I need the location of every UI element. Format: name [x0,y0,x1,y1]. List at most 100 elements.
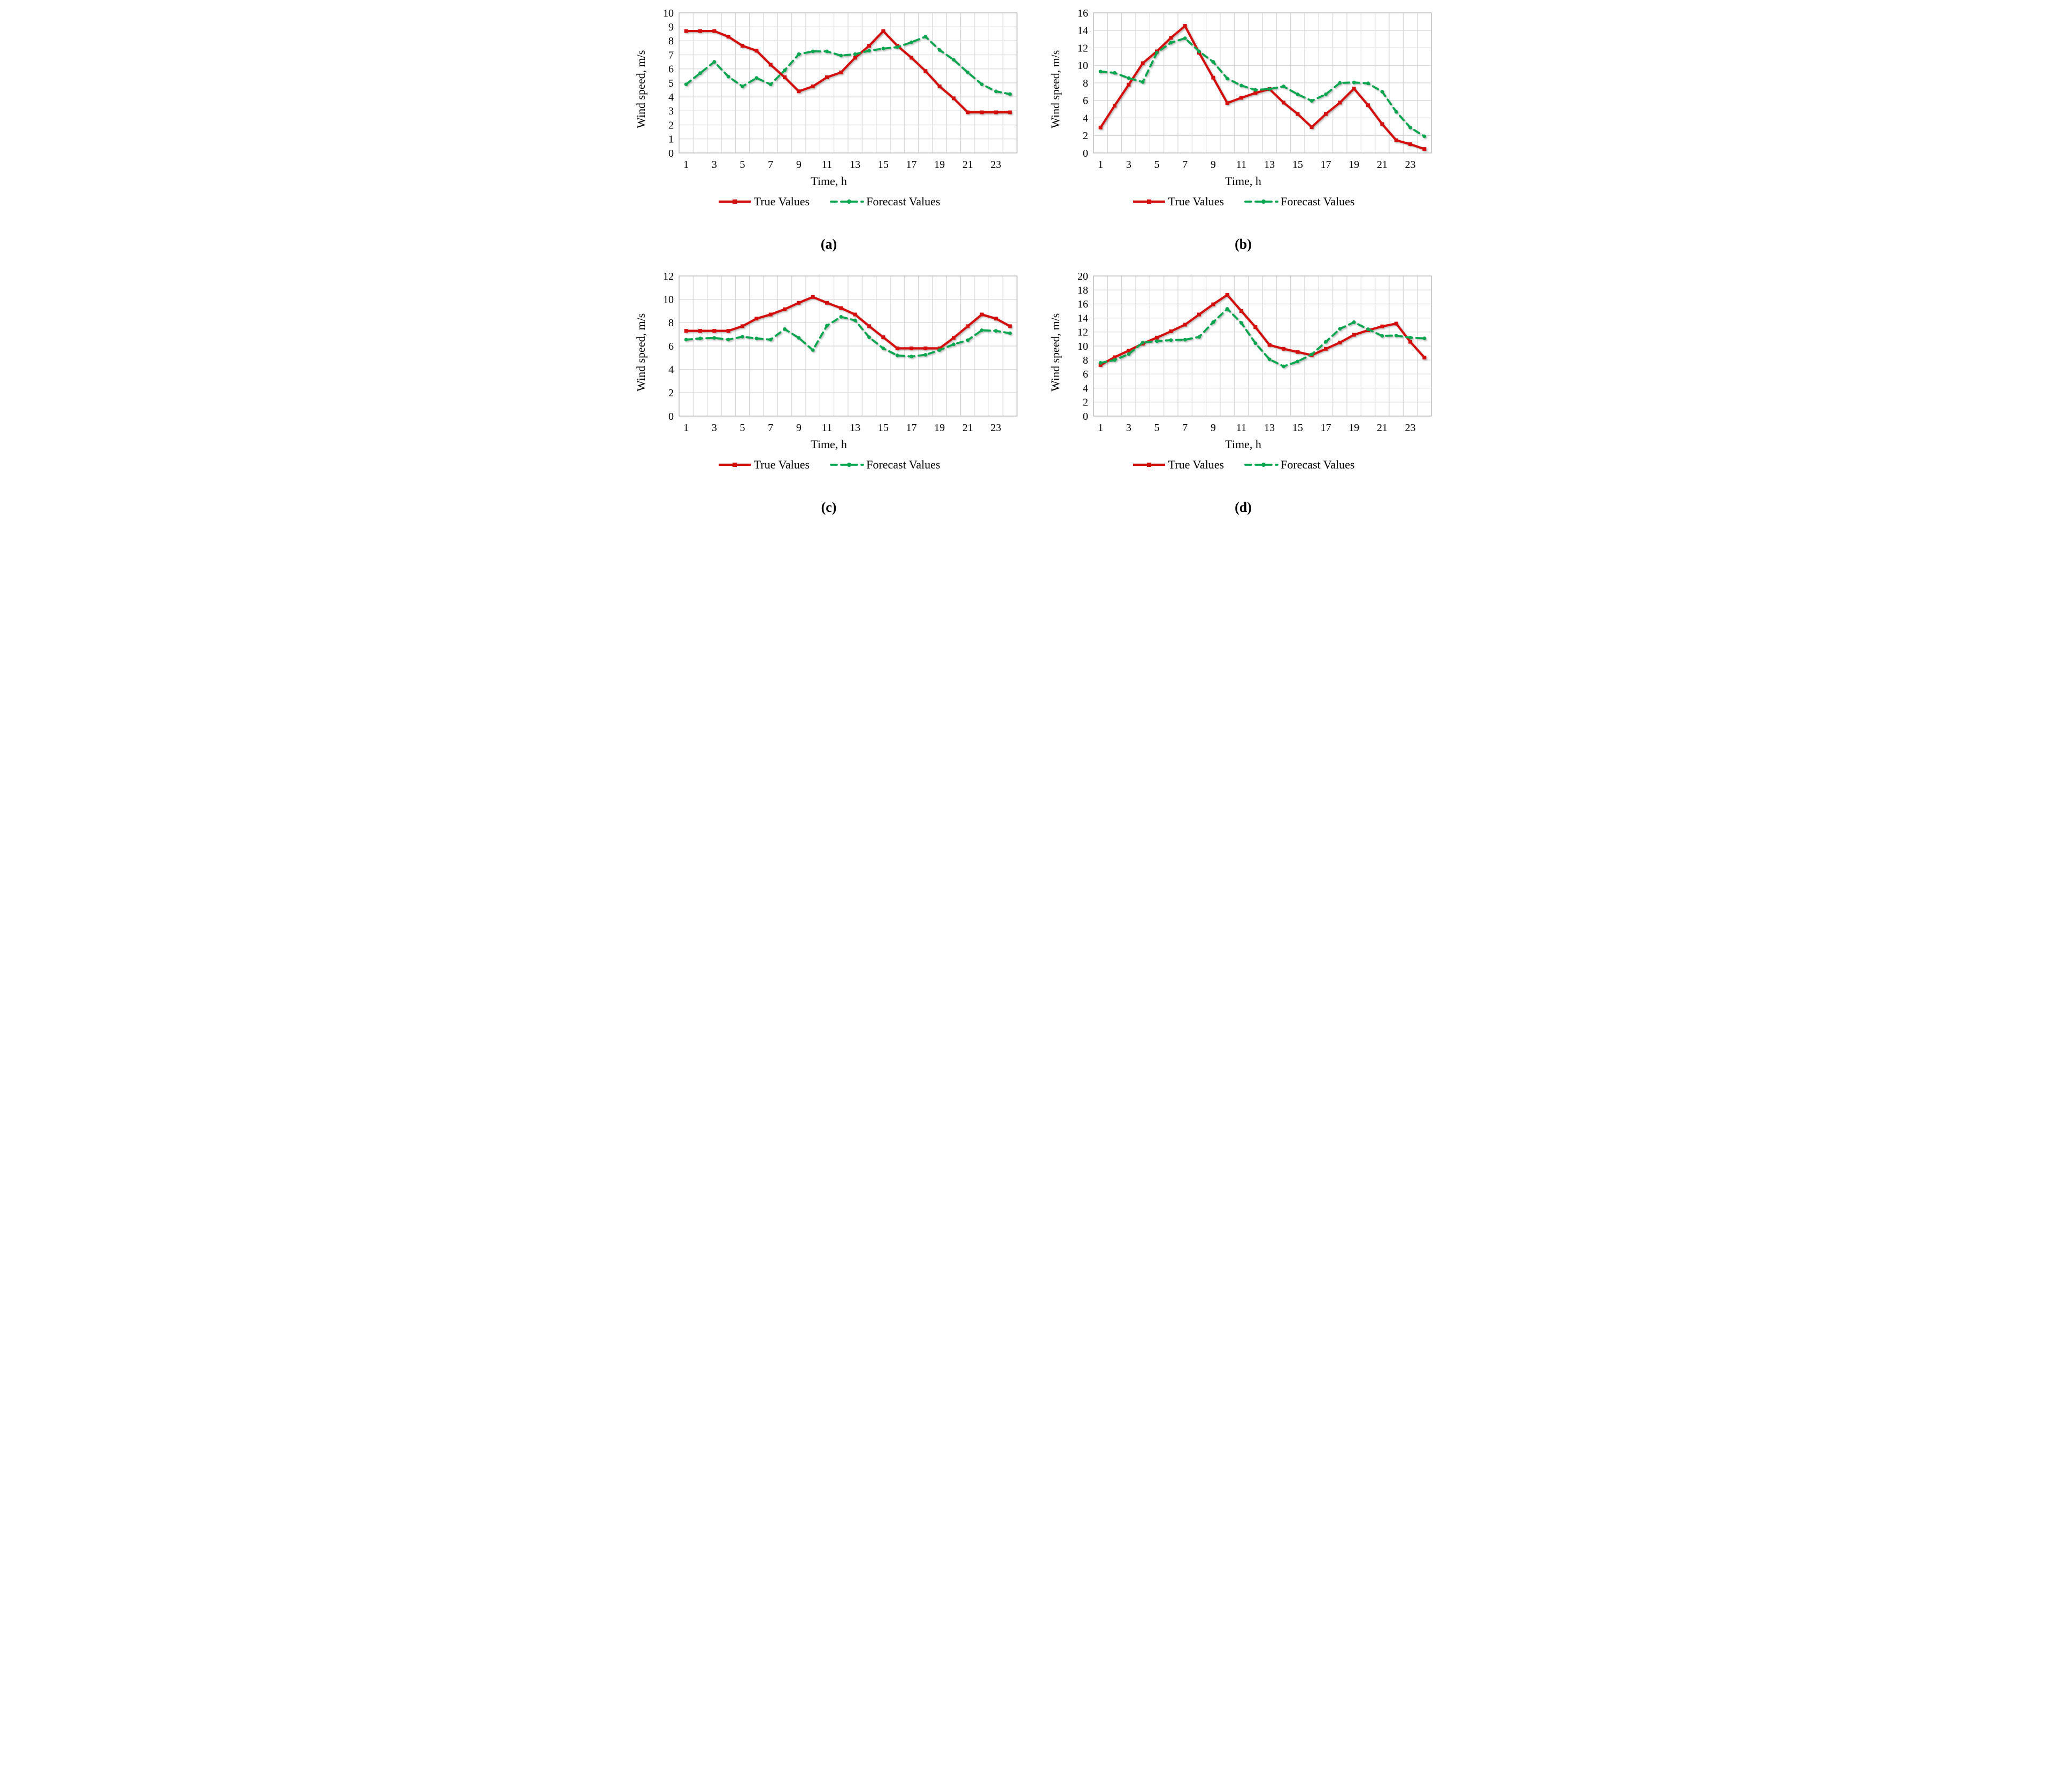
forecast-series-swatch-icon [830,463,865,467]
legend-label-true: True Values [1168,458,1224,471]
svg-text:4: 4 [1083,382,1088,394]
svg-text:21: 21 [1377,159,1388,171]
svg-text:23: 23 [991,422,1002,434]
svg-text:3: 3 [712,159,717,171]
legend-a: True Values Forecast Values [718,195,941,209]
svg-text:0: 0 [1083,411,1088,423]
legend-item-true: True Values [718,458,810,472]
svg-text:3: 3 [1126,159,1131,171]
y-axis-title-d: Wind speed, m/s [1049,313,1062,392]
svg-text:7: 7 [1182,159,1188,171]
svg-text:3: 3 [668,105,674,117]
svg-text:17: 17 [906,159,917,171]
legend-c: True Values Forecast Values [718,458,940,472]
svg-text:18: 18 [1077,285,1088,296]
svg-text:19: 19 [1349,422,1359,434]
svg-text:9: 9 [796,422,802,434]
svg-text:5: 5 [740,159,745,171]
chart-block-c: Wind speed, m/s 0 2 4 6 8 10 12 1 3 5 7 9 11 13 15 17 19… [622,266,1036,516]
svg-text:0: 0 [1083,148,1088,159]
chart-block-b: Wind speed, m/s 0 2 4 6 8 10 12 14 16 1 3 5 7 9 11 13 15… [1036,3,1451,252]
wind-speed-figure: Wind speed, m/s 0 1 2 3 4 5 6 7 8 9 10 1 3 5 7 9 11 13 15 1… [622,0,1451,526]
svg-text:2: 2 [668,119,674,131]
svg-text:7: 7 [768,159,773,171]
svg-text:23: 23 [991,159,1002,171]
svg-text:6: 6 [668,341,674,352]
svg-text:7: 7 [1182,422,1188,434]
svg-text:13: 13 [850,422,860,434]
svg-text:9: 9 [1211,422,1216,434]
svg-text:2: 2 [1083,130,1088,142]
svg-text:21: 21 [962,422,973,434]
svg-text:12: 12 [1077,327,1088,339]
svg-text:21: 21 [1377,422,1388,434]
svg-text:1: 1 [683,422,689,434]
svg-text:14: 14 [1077,312,1088,324]
svg-text:5: 5 [1154,159,1160,171]
svg-text:12: 12 [1077,42,1088,54]
svg-text:1: 1 [1098,422,1103,434]
true-series-swatch-icon [718,463,751,467]
svg-text:6: 6 [668,64,674,75]
legend-label-true: True Values [753,195,810,208]
svg-text:15: 15 [878,159,889,171]
svg-text:11: 11 [1236,159,1246,171]
legend-label-forecast: Forecast Values [1281,458,1355,471]
svg-text:2: 2 [1083,397,1088,409]
svg-text:11: 11 [822,422,832,434]
legend-item-forecast: Forecast Values [1244,195,1354,209]
svg-text:12: 12 [663,271,674,282]
svg-text:1: 1 [683,159,689,171]
svg-text:19: 19 [934,159,945,171]
true-series-swatch-icon [1133,463,1165,467]
chart-block-d: Wind speed, m/s 0 2 4 6 8 10 12 14 16 18 20 1 3 5 7 9 11… [1036,266,1451,516]
svg-text:15: 15 [1292,422,1303,434]
legend-item-true: True Values [718,195,810,209]
svg-text:15: 15 [878,422,889,434]
forecast-series-swatch-icon [1244,199,1279,204]
plot-row-a: Wind speed, m/s 0 1 2 3 4 5 6 7 8 9 10 1 3 5 7 9 11 13 15 1… [634,5,1022,173]
y-axis-title-a: Wind speed, m/s [634,50,648,129]
caption-c: (c) [821,500,837,515]
svg-text:8: 8 [1083,78,1088,89]
svg-text:16: 16 [1077,298,1088,310]
svg-text:10: 10 [663,294,674,305]
true-series-swatch-icon [1133,199,1165,204]
x-axis-title-d: Time, h [1225,437,1261,451]
svg-text:1: 1 [1098,159,1103,171]
legend-item-forecast: Forecast Values [830,458,940,472]
svg-text:19: 19 [1349,159,1359,171]
svg-text:6: 6 [1083,368,1088,380]
plot-row-d: Wind speed, m/s 0 2 4 6 8 10 12 14 16 18 20 1 3 5 7 9 11… [1049,268,1437,436]
svg-text:23: 23 [1405,159,1416,171]
svg-text:20: 20 [1077,271,1088,282]
svg-text:1: 1 [668,134,674,145]
svg-text:4: 4 [1083,112,1088,124]
svg-text:9: 9 [668,21,674,33]
svg-text:5: 5 [668,78,674,89]
x-axis-title-a: Time, h [811,174,847,188]
svg-text:8: 8 [1083,355,1088,366]
svg-text:9: 9 [1211,159,1216,171]
svg-text:13: 13 [1264,422,1275,434]
svg-text:23: 23 [1405,422,1416,434]
svg-text:17: 17 [1321,422,1331,434]
legend-label-forecast: Forecast Values [1281,195,1355,208]
forecast-series-swatch-icon [1244,463,1279,467]
legend-label-forecast: Forecast Values [866,195,941,208]
x-axis-title-b: Time, h [1225,174,1261,188]
svg-text:8: 8 [668,35,674,47]
plot-row-c: Wind speed, m/s 0 2 4 6 8 10 12 1 3 5 7 9 11 13 15 17 19… [634,268,1022,436]
svg-text:21: 21 [962,159,973,171]
legend-d: True Values Forecast Values [1132,458,1355,472]
svg-text:10: 10 [1077,60,1088,72]
svg-text:6: 6 [1083,95,1088,107]
legend-label-true: True Values [753,458,810,471]
legend-label-forecast: Forecast Values [866,458,941,471]
svg-text:14: 14 [1077,25,1088,37]
forecast-series-swatch-icon [830,199,865,204]
y-axis-title-b: Wind speed, m/s [1049,50,1062,129]
